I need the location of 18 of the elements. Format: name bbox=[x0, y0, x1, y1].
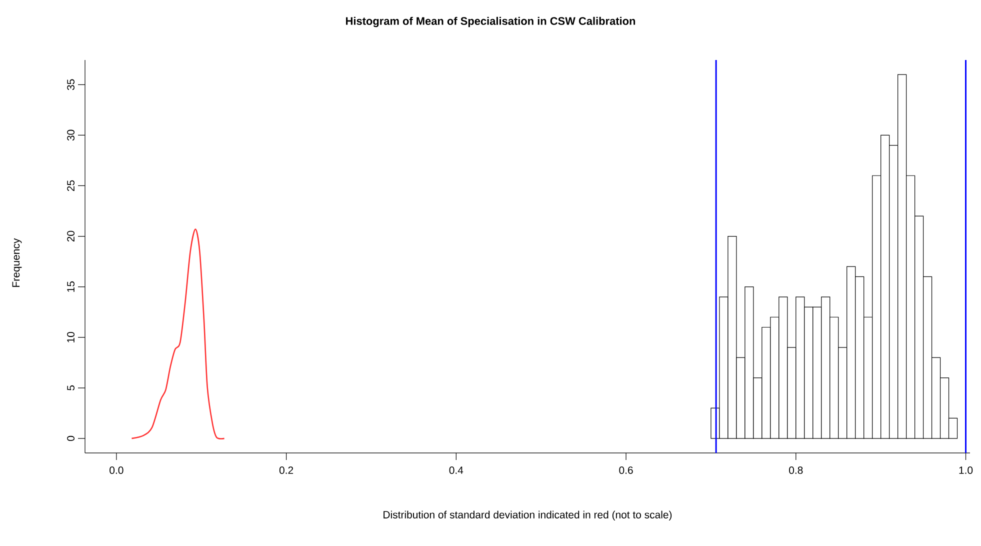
y-tick-label: 30 bbox=[67, 130, 74, 141]
y-tick-label: 25 bbox=[67, 180, 74, 192]
x-axis-title: Distribution of standard deviation indicated in red (not to scale) bbox=[384, 510, 672, 521]
x-tick-label: 0.6 bbox=[619, 466, 633, 474]
x-tick-label: 0.8 bbox=[789, 466, 803, 474]
line-series bbox=[131, 228, 225, 440]
y-tick-label: 0 bbox=[67, 436, 74, 441]
y-tick-label: 20 bbox=[67, 230, 74, 242]
x-tick-label: 0.4 bbox=[449, 466, 464, 474]
y-tick-label: 35 bbox=[67, 79, 74, 90]
y-axis-title: Frequency bbox=[12, 238, 22, 287]
y-tick-label: 15 bbox=[67, 281, 74, 292]
x-tick-label: 1.0 bbox=[959, 466, 973, 474]
y-tick-label: 10 bbox=[67, 332, 74, 342]
chart-title: Histogram of Mean of Specialisation in CSW Calibration bbox=[346, 16, 636, 28]
y-tick-label: 5 bbox=[67, 385, 74, 390]
x-tick-label: 0.0 bbox=[110, 466, 124, 474]
x-tick-label: 0.2 bbox=[279, 466, 294, 474]
